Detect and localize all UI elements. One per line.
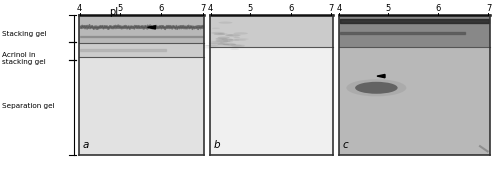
Ellipse shape: [222, 39, 236, 41]
Ellipse shape: [223, 41, 230, 42]
Text: 6: 6: [159, 4, 164, 13]
Ellipse shape: [206, 45, 221, 46]
Ellipse shape: [218, 39, 233, 40]
Ellipse shape: [218, 43, 224, 44]
Ellipse shape: [222, 39, 233, 40]
Bar: [210, 15, 332, 47]
Ellipse shape: [230, 48, 239, 50]
Text: 5: 5: [248, 4, 253, 13]
Ellipse shape: [214, 33, 226, 35]
Text: pI: pI: [110, 7, 118, 17]
Text: 6: 6: [288, 4, 294, 13]
Ellipse shape: [227, 34, 241, 36]
Ellipse shape: [212, 28, 220, 29]
Bar: [210, 15, 332, 155]
Ellipse shape: [355, 82, 398, 94]
Ellipse shape: [208, 42, 223, 44]
Ellipse shape: [210, 41, 224, 42]
Text: 7: 7: [328, 4, 334, 13]
Ellipse shape: [216, 38, 228, 40]
Ellipse shape: [234, 38, 248, 40]
Ellipse shape: [212, 41, 227, 42]
Ellipse shape: [218, 22, 232, 24]
Text: Stacking gel: Stacking gel: [2, 31, 47, 37]
Ellipse shape: [209, 43, 224, 44]
Ellipse shape: [216, 40, 228, 42]
Ellipse shape: [226, 34, 233, 36]
Ellipse shape: [209, 43, 224, 44]
Bar: [79, 43, 204, 57]
Ellipse shape: [228, 44, 241, 47]
Ellipse shape: [220, 42, 228, 43]
Ellipse shape: [218, 37, 230, 38]
Ellipse shape: [226, 41, 233, 42]
Ellipse shape: [211, 32, 224, 34]
Ellipse shape: [230, 44, 245, 47]
Text: a: a: [83, 141, 89, 150]
Ellipse shape: [203, 45, 218, 47]
Ellipse shape: [222, 43, 236, 45]
Ellipse shape: [218, 43, 230, 45]
Ellipse shape: [216, 38, 227, 40]
Ellipse shape: [224, 40, 233, 41]
Ellipse shape: [225, 34, 240, 37]
Text: b: b: [214, 141, 220, 150]
Ellipse shape: [234, 37, 240, 38]
Ellipse shape: [211, 41, 226, 43]
Text: 4: 4: [336, 4, 342, 13]
Ellipse shape: [208, 43, 224, 44]
Polygon shape: [148, 26, 156, 29]
Bar: [338, 15, 490, 47]
Ellipse shape: [229, 44, 235, 45]
Bar: [338, 15, 490, 155]
Ellipse shape: [346, 79, 406, 96]
Text: c: c: [342, 141, 348, 150]
Text: 6: 6: [436, 4, 441, 13]
Ellipse shape: [202, 47, 218, 48]
Ellipse shape: [234, 39, 246, 41]
Bar: [79, 15, 204, 43]
Ellipse shape: [229, 39, 239, 41]
Bar: [79, 15, 204, 155]
Text: 7: 7: [486, 4, 491, 13]
Ellipse shape: [210, 43, 225, 45]
Text: 5: 5: [386, 4, 391, 13]
Text: 7: 7: [200, 4, 205, 13]
Polygon shape: [377, 74, 385, 78]
Ellipse shape: [215, 40, 230, 41]
Text: Separation gel: Separation gel: [2, 103, 55, 109]
Text: 4: 4: [208, 4, 213, 13]
Text: 5: 5: [118, 4, 123, 13]
Ellipse shape: [218, 33, 228, 35]
Text: 4: 4: [77, 4, 82, 13]
Text: Acrinol in
stacking gel: Acrinol in stacking gel: [2, 52, 46, 65]
Ellipse shape: [234, 32, 248, 35]
Ellipse shape: [232, 45, 244, 47]
Ellipse shape: [204, 45, 218, 47]
